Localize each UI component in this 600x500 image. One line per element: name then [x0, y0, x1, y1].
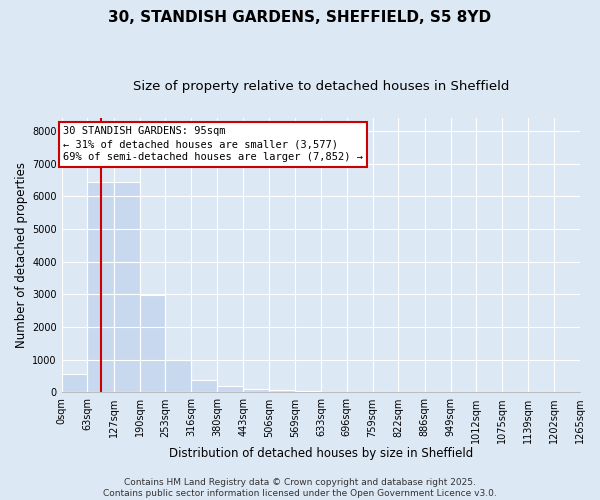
Bar — [88, 182, 113, 392]
Bar — [113, 182, 140, 392]
Bar — [62, 374, 88, 392]
Bar — [217, 386, 243, 392]
Bar — [140, 295, 166, 392]
Text: 30, STANDISH GARDENS, SHEFFIELD, S5 8YD: 30, STANDISH GARDENS, SHEFFIELD, S5 8YD — [109, 10, 491, 25]
Title: Size of property relative to detached houses in Sheffield: Size of property relative to detached ho… — [133, 80, 509, 93]
Bar — [166, 360, 191, 392]
Bar — [269, 390, 295, 392]
X-axis label: Distribution of detached houses by size in Sheffield: Distribution of detached houses by size … — [169, 447, 473, 460]
Y-axis label: Number of detached properties: Number of detached properties — [15, 162, 28, 348]
Bar — [243, 389, 269, 392]
Text: Contains HM Land Registry data © Crown copyright and database right 2025.
Contai: Contains HM Land Registry data © Crown c… — [103, 478, 497, 498]
Bar — [191, 380, 217, 392]
Text: 30 STANDISH GARDENS: 95sqm
← 31% of detached houses are smaller (3,577)
69% of s: 30 STANDISH GARDENS: 95sqm ← 31% of deta… — [63, 126, 363, 162]
